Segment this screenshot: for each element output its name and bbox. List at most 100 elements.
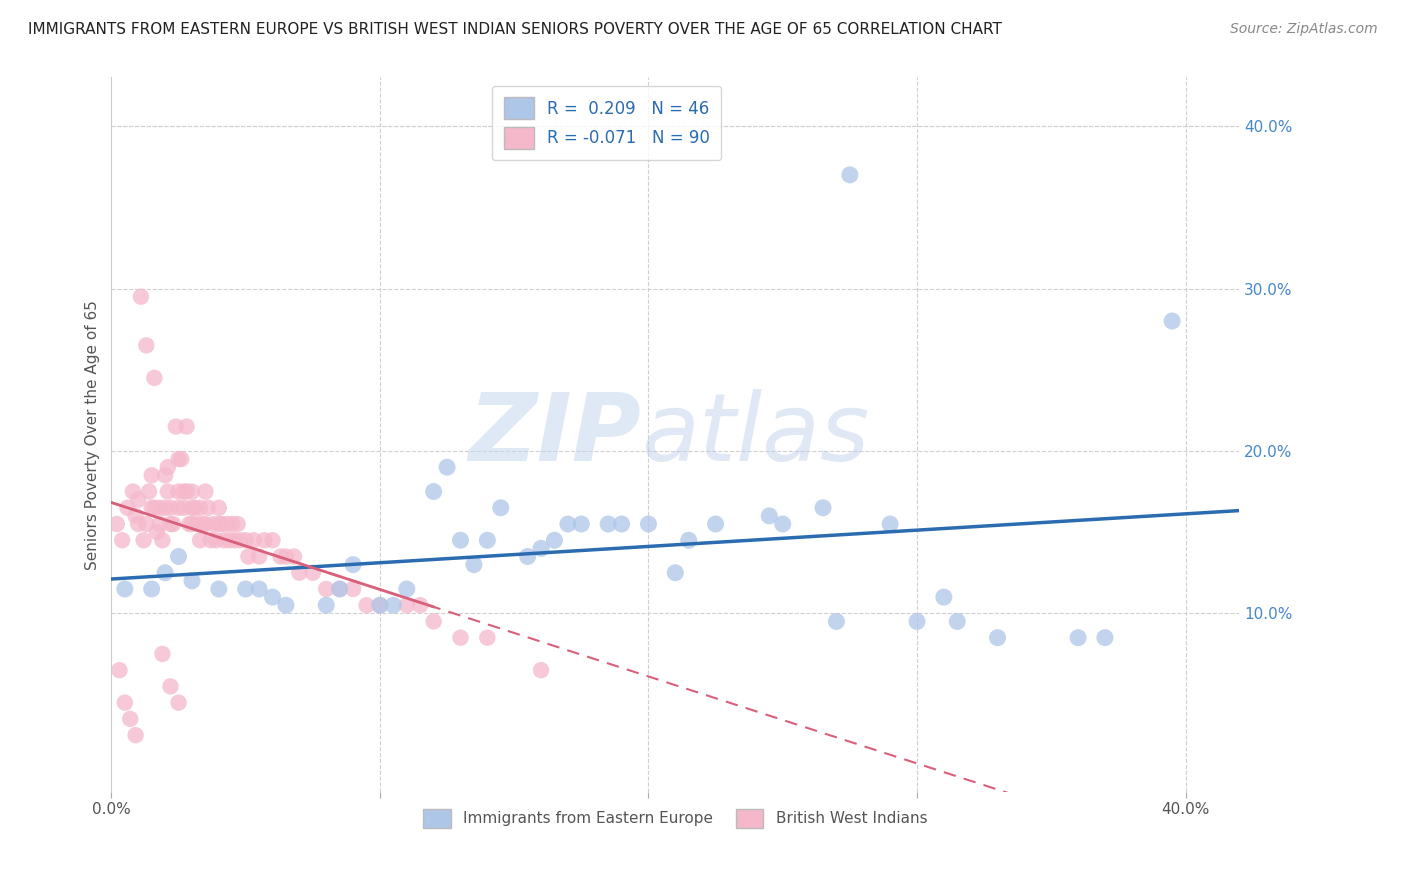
Point — [288, 566, 311, 580]
Point — [879, 516, 901, 531]
Point — [530, 541, 553, 556]
Point — [156, 460, 179, 475]
Point — [543, 533, 565, 548]
Point — [124, 728, 146, 742]
Point — [143, 371, 166, 385]
Point — [262, 590, 284, 604]
Legend: Immigrants from Eastern Europe, British West Indians: Immigrants from Eastern Europe, British … — [418, 803, 934, 834]
Point — [463, 558, 485, 572]
Point — [270, 549, 292, 564]
Point — [477, 631, 499, 645]
Point — [129, 290, 152, 304]
Point — [159, 516, 181, 531]
Point — [194, 484, 217, 499]
Point — [153, 500, 176, 515]
Point — [1094, 631, 1116, 645]
Point — [838, 168, 860, 182]
Point — [229, 533, 252, 548]
Point — [167, 696, 190, 710]
Point — [208, 582, 231, 596]
Point — [262, 533, 284, 548]
Point — [235, 582, 257, 596]
Point — [301, 566, 323, 580]
Point — [329, 582, 352, 596]
Point — [186, 516, 208, 531]
Point — [329, 582, 352, 596]
Point — [212, 533, 235, 548]
Point — [664, 566, 686, 580]
Point — [218, 533, 240, 548]
Point — [450, 533, 472, 548]
Point — [181, 516, 204, 531]
Point — [156, 484, 179, 499]
Point — [170, 452, 193, 467]
Point — [120, 712, 142, 726]
Point — [194, 516, 217, 531]
Point — [141, 582, 163, 596]
Point — [342, 558, 364, 572]
Point — [162, 516, 184, 531]
Point — [772, 516, 794, 531]
Point — [356, 598, 378, 612]
Point — [422, 615, 444, 629]
Point — [183, 500, 205, 515]
Text: ZIP: ZIP — [468, 389, 641, 481]
Point — [610, 516, 633, 531]
Point — [395, 598, 418, 612]
Text: IMMIGRANTS FROM EASTERN EUROPE VS BRITISH WEST INDIAN SENIORS POVERTY OVER THE A: IMMIGRANTS FROM EASTERN EUROPE VS BRITIS… — [28, 22, 1002, 37]
Point — [159, 680, 181, 694]
Point — [141, 500, 163, 515]
Point — [247, 582, 270, 596]
Point — [274, 598, 297, 612]
Point — [176, 419, 198, 434]
Point — [247, 549, 270, 564]
Point — [181, 574, 204, 588]
Point — [422, 484, 444, 499]
Point — [238, 549, 260, 564]
Point — [1067, 631, 1090, 645]
Point — [557, 516, 579, 531]
Point — [132, 533, 155, 548]
Y-axis label: Seniors Poverty Over the Age of 65: Seniors Poverty Over the Age of 65 — [86, 300, 100, 570]
Point — [117, 500, 139, 515]
Point — [208, 500, 231, 515]
Point — [181, 484, 204, 499]
Point — [127, 492, 149, 507]
Point — [450, 631, 472, 645]
Point — [986, 631, 1008, 645]
Text: Source: ZipAtlas.com: Source: ZipAtlas.com — [1230, 22, 1378, 37]
Point — [146, 525, 169, 540]
Point — [905, 615, 928, 629]
Point — [221, 516, 243, 531]
Point — [138, 484, 160, 499]
Point — [704, 516, 727, 531]
Point — [811, 500, 834, 515]
Point — [179, 516, 201, 531]
Point — [409, 598, 432, 612]
Point — [124, 508, 146, 523]
Point — [114, 582, 136, 596]
Point — [153, 566, 176, 580]
Point — [436, 460, 458, 475]
Text: atlas: atlas — [641, 389, 870, 480]
Point — [167, 484, 190, 499]
Point — [226, 516, 249, 531]
Point — [191, 516, 214, 531]
Point — [489, 500, 512, 515]
Point — [235, 533, 257, 548]
Point — [598, 516, 620, 531]
Point — [200, 533, 222, 548]
Point — [167, 452, 190, 467]
Point — [253, 533, 276, 548]
Point — [946, 615, 969, 629]
Point — [274, 549, 297, 564]
Point — [516, 549, 538, 564]
Point — [569, 516, 592, 531]
Point — [205, 533, 228, 548]
Point — [135, 338, 157, 352]
Point — [108, 663, 131, 677]
Point — [153, 468, 176, 483]
Point — [211, 516, 233, 531]
Point — [165, 419, 187, 434]
Point — [477, 533, 499, 548]
